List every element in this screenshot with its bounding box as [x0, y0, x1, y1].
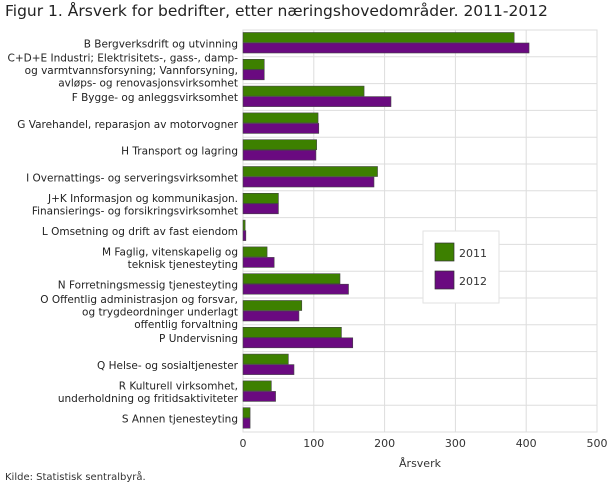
chart-title: Figur 1. Årsverk for bedrifter, etter næ… [5, 2, 548, 20]
category-label: F Bygge- og anleggsvirksomhet [72, 92, 238, 104]
bar-2012 [242, 69, 265, 81]
category-label: C+D+E Industri; Elektrisitets-, gass-, d… [8, 53, 239, 65]
bar-2011 [242, 300, 303, 311]
bar-2012 [242, 310, 300, 322]
category-label: Finansierings- og forsikringsvirksomhet [32, 205, 238, 217]
category-label: Q Helse- og sosialtjenester [97, 360, 239, 372]
bar-2012 [242, 203, 279, 215]
bar-2011 [242, 139, 317, 150]
bar-2012 [242, 283, 349, 295]
bar-2011 [242, 380, 272, 392]
bar-2011 [242, 166, 378, 177]
x-tick-label: 200 [374, 437, 395, 450]
category-label: og varmtvannsforsyning; Vannforsyning, [25, 65, 238, 77]
category-label: underholdning og fritidsaktiviteter [58, 393, 239, 405]
category-label: I Overnattings- og serveringsvirksomhet [26, 172, 238, 184]
source-note: Kilde: Statistisk sentralbyrå. [5, 472, 146, 483]
bar-2011 [242, 246, 268, 258]
bar-2011 [242, 326, 342, 338]
legend-swatch-2012 [434, 270, 455, 290]
bar-2012 [242, 123, 320, 134]
bar-2011 [242, 219, 246, 231]
bar-2011 [242, 273, 341, 285]
category-label: avløps- og renovasjonsvirksomhet [58, 78, 238, 90]
bar-2011 [242, 85, 365, 97]
legend-box [422, 230, 500, 304]
category-label: offentlig forvaltning [134, 319, 238, 331]
legend-label: 2012 [459, 275, 487, 288]
category-label: og trygdeordninger underlagt [82, 306, 238, 318]
bar-2012 [242, 230, 247, 241]
x-tick-label: 400 [516, 437, 537, 450]
bar-2011 [242, 407, 251, 419]
bar-2012 [242, 149, 317, 161]
category-label: B Bergverksdrift og utvinning [84, 38, 238, 50]
category-label: N Forretningsmessig tjenesteyting [58, 280, 238, 292]
x-tick-label: 100 [303, 437, 324, 450]
x-axis-title: Årsverk [399, 457, 442, 470]
category-label: J+K Informasjon og kommunikasjon. [47, 193, 238, 205]
category-label: teknisk tjenesteyting [128, 259, 238, 271]
x-tick-label: 0 [240, 437, 247, 450]
bar-2011 [242, 193, 279, 204]
bar-2012 [242, 257, 275, 268]
category-label: S Annen tjenesteyting [122, 414, 238, 426]
category-label: P Undervisning [159, 333, 238, 345]
category-label: H Transport og lagring [121, 146, 238, 158]
x-tick-label: 500 [587, 437, 608, 450]
bar-2012 [242, 364, 295, 375]
bar-2011 [242, 112, 319, 124]
category-label: O Offentlig administrasjon og forsvar, [40, 294, 238, 306]
bar-2012 [242, 42, 530, 54]
category-label: L Omsetning og drift av fast eiendom [42, 226, 238, 238]
category-label: R Kulturell virksomhet, [119, 381, 238, 393]
bar-2012 [242, 96, 392, 107]
bar-2011 [242, 32, 515, 43]
category-label: M Faglig, vitenskapelig og [102, 247, 238, 259]
bar-2012 [242, 337, 354, 349]
bar-2011 [242, 58, 265, 70]
bar-2011 [242, 353, 289, 365]
bar-2012 [242, 391, 276, 402]
legend-swatch-2011 [434, 242, 455, 262]
bar-2012 [242, 417, 251, 429]
bar-2012 [242, 176, 375, 188]
category-label: G Varehandel, reparasjon av motorvogner [17, 119, 238, 131]
x-tick-label: 300 [445, 437, 466, 450]
legend-label: 2011 [459, 247, 487, 260]
